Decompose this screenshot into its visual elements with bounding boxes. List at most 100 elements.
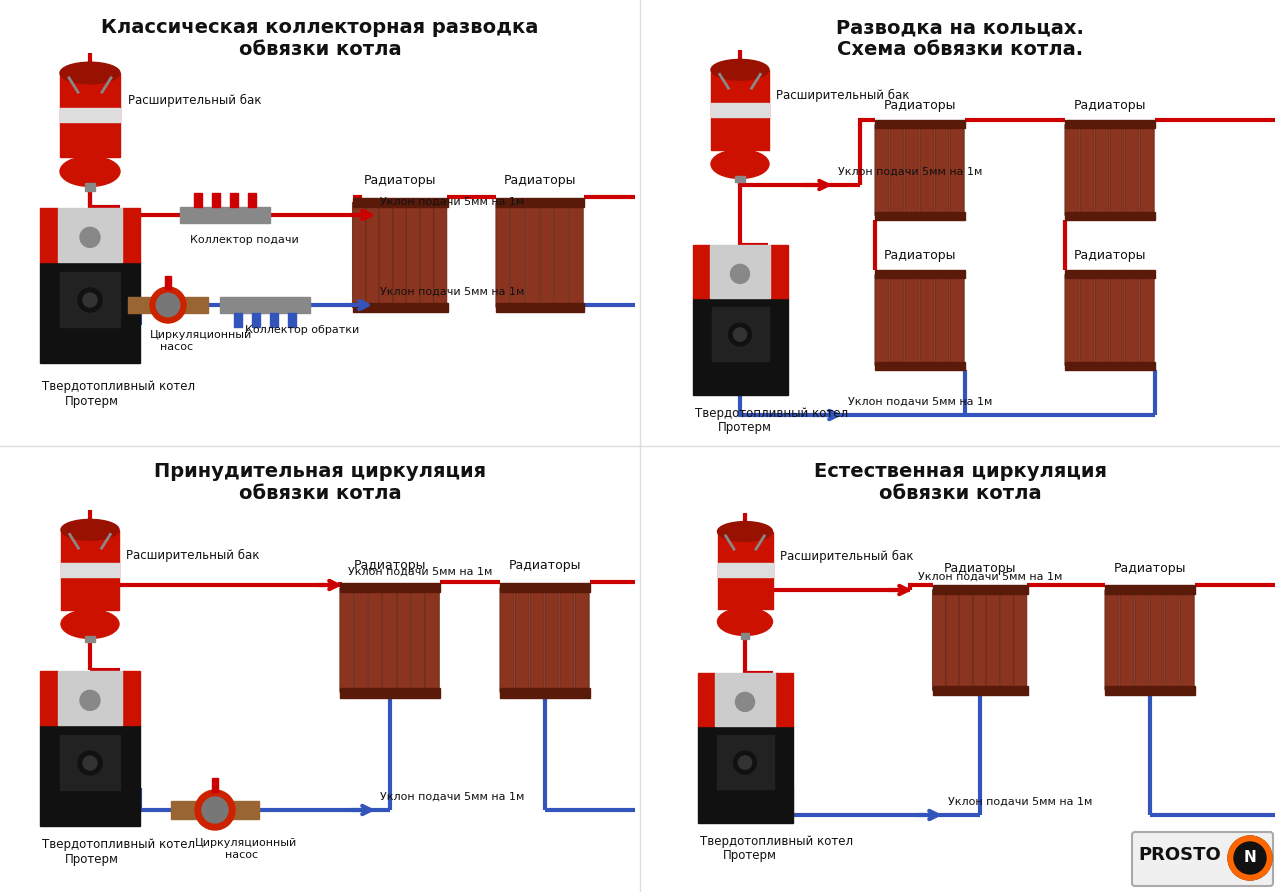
Text: Протерм: Протерм bbox=[65, 395, 119, 408]
Text: Радиаторы: Радиаторы bbox=[508, 559, 581, 572]
Bar bbox=[710, 70, 769, 150]
Text: Уклон подачи 5мм на 1м: Уклон подачи 5мм на 1м bbox=[948, 797, 1092, 807]
FancyBboxPatch shape bbox=[369, 587, 383, 693]
Text: насос: насос bbox=[160, 342, 193, 352]
Bar bbox=[340, 689, 440, 698]
Circle shape bbox=[79, 227, 100, 247]
Bar bbox=[876, 270, 965, 370]
FancyBboxPatch shape bbox=[890, 274, 904, 366]
FancyBboxPatch shape bbox=[946, 590, 959, 690]
Bar bbox=[500, 689, 590, 698]
Bar bbox=[220, 297, 310, 313]
Bar bbox=[1105, 686, 1196, 695]
Text: Твердотопливный котел: Твердотопливный котел bbox=[42, 838, 195, 851]
Text: Уклон подачи 5мм на 1м: Уклон подачи 5мм на 1м bbox=[918, 572, 1062, 582]
Ellipse shape bbox=[718, 608, 773, 635]
Text: Классическая коллекторная разводка
обвязки котла: Классическая коллекторная разводка обвяз… bbox=[101, 18, 539, 59]
Ellipse shape bbox=[60, 156, 120, 186]
Bar bbox=[180, 207, 270, 223]
Bar bbox=[876, 212, 965, 220]
Bar bbox=[86, 635, 95, 642]
Circle shape bbox=[728, 323, 751, 346]
Bar bbox=[1105, 585, 1196, 594]
FancyBboxPatch shape bbox=[1120, 590, 1134, 690]
Text: Радиаторы: Радиаторы bbox=[883, 99, 956, 112]
Text: Протерм: Протерм bbox=[718, 421, 772, 434]
FancyBboxPatch shape bbox=[987, 590, 1000, 690]
Bar bbox=[122, 208, 140, 261]
FancyBboxPatch shape bbox=[352, 202, 366, 308]
FancyBboxPatch shape bbox=[1094, 274, 1110, 366]
FancyBboxPatch shape bbox=[575, 587, 589, 693]
Circle shape bbox=[1228, 836, 1272, 880]
FancyBboxPatch shape bbox=[1080, 124, 1094, 216]
Bar bbox=[717, 735, 773, 789]
Bar bbox=[61, 530, 119, 610]
Bar bbox=[122, 671, 140, 724]
Circle shape bbox=[733, 751, 756, 774]
FancyBboxPatch shape bbox=[1110, 124, 1124, 216]
FancyBboxPatch shape bbox=[1132, 832, 1274, 886]
FancyBboxPatch shape bbox=[905, 274, 919, 366]
Bar bbox=[252, 313, 260, 327]
Circle shape bbox=[739, 756, 751, 769]
FancyBboxPatch shape bbox=[397, 587, 411, 693]
Bar bbox=[234, 313, 242, 327]
Ellipse shape bbox=[60, 62, 120, 84]
Bar bbox=[1105, 585, 1196, 695]
FancyBboxPatch shape bbox=[876, 274, 890, 366]
FancyBboxPatch shape bbox=[1094, 124, 1110, 216]
FancyBboxPatch shape bbox=[500, 587, 515, 693]
Text: Расширительный бак: Расширительный бак bbox=[125, 549, 260, 562]
FancyBboxPatch shape bbox=[420, 202, 434, 308]
FancyBboxPatch shape bbox=[530, 587, 544, 693]
Bar bbox=[497, 197, 584, 312]
FancyBboxPatch shape bbox=[920, 274, 934, 366]
FancyBboxPatch shape bbox=[1140, 274, 1155, 366]
FancyBboxPatch shape bbox=[515, 587, 529, 693]
Circle shape bbox=[731, 264, 750, 284]
Ellipse shape bbox=[61, 519, 119, 540]
FancyBboxPatch shape bbox=[1180, 590, 1194, 690]
Text: Циркуляционный: Циркуляционный bbox=[150, 330, 252, 340]
Bar bbox=[60, 108, 120, 122]
Text: Коллектор подачи: Коллектор подачи bbox=[189, 235, 298, 245]
FancyBboxPatch shape bbox=[1125, 274, 1139, 366]
FancyBboxPatch shape bbox=[1000, 590, 1014, 690]
Bar bbox=[709, 245, 771, 298]
Circle shape bbox=[78, 751, 102, 775]
Circle shape bbox=[202, 797, 228, 823]
Bar bbox=[128, 297, 207, 313]
Bar bbox=[1065, 120, 1155, 220]
Bar bbox=[500, 582, 590, 591]
Bar bbox=[40, 724, 140, 825]
Text: Радиаторы: Радиаторы bbox=[504, 174, 576, 187]
Bar bbox=[1065, 212, 1155, 220]
FancyBboxPatch shape bbox=[960, 590, 973, 690]
Bar bbox=[714, 673, 776, 725]
FancyBboxPatch shape bbox=[920, 124, 934, 216]
FancyBboxPatch shape bbox=[540, 202, 554, 308]
Bar bbox=[741, 632, 749, 640]
FancyBboxPatch shape bbox=[511, 202, 525, 308]
FancyBboxPatch shape bbox=[932, 590, 946, 690]
Bar bbox=[876, 362, 965, 370]
Text: Уклон подачи 5мм на 1м: Уклон подачи 5мм на 1м bbox=[838, 167, 982, 177]
Bar bbox=[698, 725, 792, 823]
FancyBboxPatch shape bbox=[425, 587, 439, 693]
Bar bbox=[718, 564, 773, 576]
Bar bbox=[195, 193, 202, 207]
Bar bbox=[692, 245, 709, 298]
FancyBboxPatch shape bbox=[1125, 124, 1139, 216]
Bar bbox=[212, 193, 220, 207]
Circle shape bbox=[83, 293, 97, 307]
Bar bbox=[352, 197, 448, 207]
Circle shape bbox=[156, 293, 179, 317]
Text: Твердотопливный котел: Твердотопливный котел bbox=[700, 835, 854, 848]
Text: Радиаторы: Радиаторы bbox=[883, 249, 956, 262]
Bar bbox=[340, 582, 440, 591]
Bar bbox=[771, 245, 787, 298]
Bar bbox=[340, 582, 440, 698]
FancyBboxPatch shape bbox=[934, 124, 950, 216]
Bar bbox=[60, 73, 120, 157]
